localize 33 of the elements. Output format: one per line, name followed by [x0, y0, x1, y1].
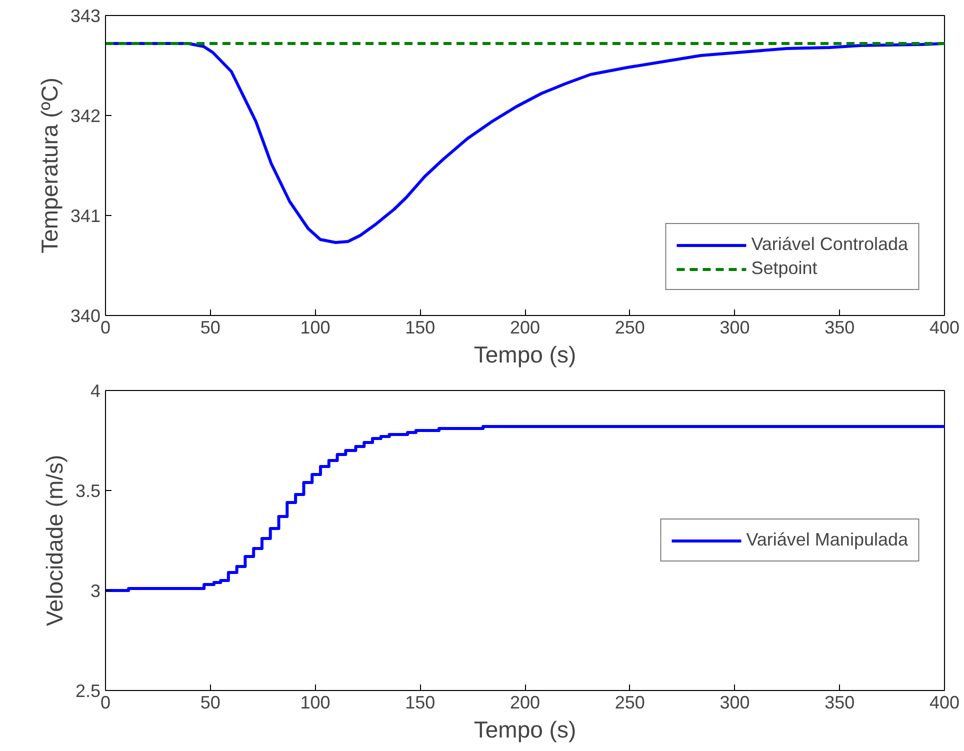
x-tick-label: 400 [929, 318, 960, 338]
x-tick-label: 200 [510, 692, 540, 712]
x-tick-label: 400 [929, 692, 960, 712]
y-tick-label: 4 [90, 381, 101, 401]
x-tick-label: 0 [100, 318, 111, 338]
x-tick-label: 300 [720, 318, 750, 338]
legend-label: Variável Manipulada [746, 530, 908, 550]
x-axis-title: Tempo (s) [474, 716, 576, 742]
x-tick-label: 350 [824, 692, 855, 712]
y-tick-label: 343 [70, 6, 101, 26]
x-tick-label: 100 [300, 318, 330, 338]
y-tick-label: 2.5 [75, 681, 101, 701]
x-tick-label: 150 [405, 318, 436, 338]
x-tick-label: 50 [200, 318, 220, 338]
x-tick-label: 350 [824, 318, 855, 338]
x-tick-label: 250 [614, 692, 645, 712]
y-tick-label: 340 [70, 306, 101, 326]
x-tick-label: 150 [405, 692, 436, 712]
y-tick-label: 3 [90, 581, 101, 601]
x-tick-label: 300 [720, 692, 750, 712]
legend-label: Setpoint [751, 258, 818, 279]
x-tick-label: 100 [300, 692, 330, 712]
y-tick-label: 341 [70, 206, 101, 226]
x-tick-label: 250 [614, 318, 645, 338]
x-tick-label: 50 [200, 692, 220, 712]
y-tick-label: 3.5 [75, 481, 101, 501]
y-axis-title: Temperatura (ºC) [36, 78, 62, 254]
x-axis-title: Tempo (s) [474, 342, 576, 368]
legend-label: Variável Controlada [751, 234, 908, 255]
y-tick-label: 342 [70, 106, 101, 126]
y-axis-title: Velocidade (m/s) [41, 454, 68, 626]
x-tick-label: 200 [510, 318, 540, 338]
x-tick-label: 0 [100, 692, 111, 712]
